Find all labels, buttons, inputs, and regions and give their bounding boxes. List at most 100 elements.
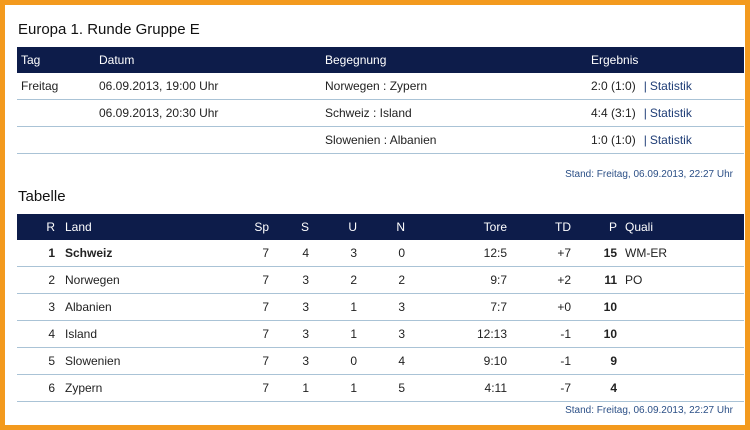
played: 7 xyxy=(233,293,269,321)
col-header-begegnung: Begegnung xyxy=(325,47,591,73)
match-begegnung: Schweiz : Island xyxy=(325,99,591,127)
rank: 4 xyxy=(17,320,57,348)
statistik-link[interactable]: Statistik xyxy=(649,106,692,120)
losses: 3 xyxy=(357,293,405,321)
qualification xyxy=(617,347,744,375)
col-header-tore: Tore xyxy=(405,214,507,240)
points: 10 xyxy=(571,320,617,348)
match-ergebnis: 4:4 (3:1) xyxy=(591,106,636,120)
matches-table: Tag Datum Begegnung Ergebnis Freitag 06.… xyxy=(17,47,744,154)
col-header-n: N xyxy=(357,214,405,240)
match-row: Slowenien : Albanien 1:0 (1:0) | Statistik xyxy=(17,126,744,154)
statistik-link[interactable]: Statistik xyxy=(649,133,692,147)
col-header-s: S xyxy=(269,214,309,240)
losses: 5 xyxy=(357,374,405,402)
wins: 3 xyxy=(269,347,309,375)
separator: | xyxy=(643,79,647,93)
draws: 1 xyxy=(309,320,357,348)
draws: 1 xyxy=(309,374,357,402)
draws: 3 xyxy=(309,240,357,267)
goal-difference: +0 xyxy=(507,293,571,321)
qualification xyxy=(617,374,744,402)
col-header-sp: Sp xyxy=(233,214,269,240)
rank: 5 xyxy=(17,347,57,375)
match-datum xyxy=(99,126,325,154)
qualification xyxy=(617,293,744,321)
section-title-tabelle: Tabelle xyxy=(18,188,66,205)
match-ergebnis-cell: 4:4 (3:1) | Statistik xyxy=(591,99,744,127)
played: 7 xyxy=(233,240,269,267)
match-row: Freitag 06.09.2013, 19:00 Uhr Norwegen :… xyxy=(17,73,744,100)
team-name: Albanien xyxy=(57,293,233,321)
draws: 1 xyxy=(309,293,357,321)
goal-difference: -1 xyxy=(507,347,571,375)
wins: 1 xyxy=(269,374,309,402)
separator: | xyxy=(643,133,647,147)
col-header-quali: Quali xyxy=(617,214,744,240)
qualification xyxy=(617,320,744,348)
goals: 4:11 xyxy=(405,374,507,402)
rank: 6 xyxy=(17,374,57,402)
points: 9 xyxy=(571,347,617,375)
match-tag xyxy=(17,126,99,154)
losses: 2 xyxy=(357,266,405,294)
standings-row: 1 Schweiz 7 4 3 0 12:5 +7 15 WM-ER xyxy=(17,240,744,267)
col-header-land: Land xyxy=(57,214,233,240)
team-name: Island xyxy=(57,320,233,348)
goal-difference: -1 xyxy=(507,320,571,348)
standings-row: 2 Norwegen 7 3 2 2 9:7 +2 11 PO xyxy=(17,266,744,294)
match-tag xyxy=(17,99,99,127)
standings-row: 4 Island 7 3 1 3 12:13 -1 10 xyxy=(17,320,744,348)
match-tag: Freitag xyxy=(17,73,99,100)
match-ergebnis-cell: 2:0 (1:0) | Statistik xyxy=(591,73,744,100)
stand-timestamp-matches: Stand: Freitag, 06.09.2013, 22:27 Uhr xyxy=(565,169,733,180)
team-name: Schweiz xyxy=(57,240,233,267)
rank: 3 xyxy=(17,293,57,321)
played: 7 xyxy=(233,266,269,294)
goal-difference: +7 xyxy=(507,240,571,267)
draws: 0 xyxy=(309,347,357,375)
match-begegnung: Norwegen : Zypern xyxy=(325,73,591,100)
match-datum: 06.09.2013, 20:30 Uhr xyxy=(99,99,325,127)
goals: 7:7 xyxy=(405,293,507,321)
qualification: WM-ER xyxy=(617,240,744,267)
col-header-rank: R xyxy=(17,214,57,240)
match-ergebnis: 2:0 (1:0) xyxy=(591,79,636,93)
goal-difference: +2 xyxy=(507,266,571,294)
statistik-link[interactable]: Statistik xyxy=(649,79,692,93)
goals: 9:10 xyxy=(405,347,507,375)
standings-row: 5 Slowenien 7 3 0 4 9:10 -1 9 xyxy=(17,347,744,375)
separator: | xyxy=(643,106,647,120)
col-header-datum: Datum xyxy=(99,47,325,73)
played: 7 xyxy=(233,347,269,375)
qualification: PO xyxy=(617,266,744,294)
losses: 3 xyxy=(357,320,405,348)
points: 10 xyxy=(571,293,617,321)
team-name: Norwegen xyxy=(57,266,233,294)
wins: 3 xyxy=(269,293,309,321)
match-ergebnis-cell: 1:0 (1:0) | Statistik xyxy=(591,126,744,154)
points: 11 xyxy=(571,266,617,294)
rank: 1 xyxy=(17,240,57,267)
match-datum: 06.09.2013, 19:00 Uhr xyxy=(99,73,325,100)
section-title-matches: Europa 1. Runde Gruppe E xyxy=(18,21,200,38)
match-ergebnis: 1:0 (1:0) xyxy=(591,133,636,147)
team-name: Slowenien xyxy=(57,347,233,375)
col-header-u: U xyxy=(309,214,357,240)
points: 15 xyxy=(571,240,617,267)
match-row: 06.09.2013, 20:30 Uhr Schweiz : Island 4… xyxy=(17,99,744,127)
standings-row: 3 Albanien 7 3 1 3 7:7 +0 10 xyxy=(17,293,744,321)
matches-header-row: Tag Datum Begegnung Ergebnis xyxy=(17,47,744,73)
standings-row: 6 Zypern 7 1 1 5 4:11 -7 4 xyxy=(17,374,744,402)
losses: 0 xyxy=(357,240,405,267)
goal-difference: -7 xyxy=(507,374,571,402)
col-header-ergebnis: Ergebnis xyxy=(591,47,744,73)
match-begegnung: Slowenien : Albanien xyxy=(325,126,591,154)
col-header-p: P xyxy=(571,214,617,240)
col-header-td: TD xyxy=(507,214,571,240)
col-header-tag: Tag xyxy=(17,47,99,73)
stand-timestamp-table: Stand: Freitag, 06.09.2013, 22:27 Uhr xyxy=(565,405,733,416)
goals: 12:13 xyxy=(405,320,507,348)
standings-table: R Land Sp S U N Tore TD P Quali 1 Schwei… xyxy=(17,214,744,402)
draws: 2 xyxy=(309,266,357,294)
